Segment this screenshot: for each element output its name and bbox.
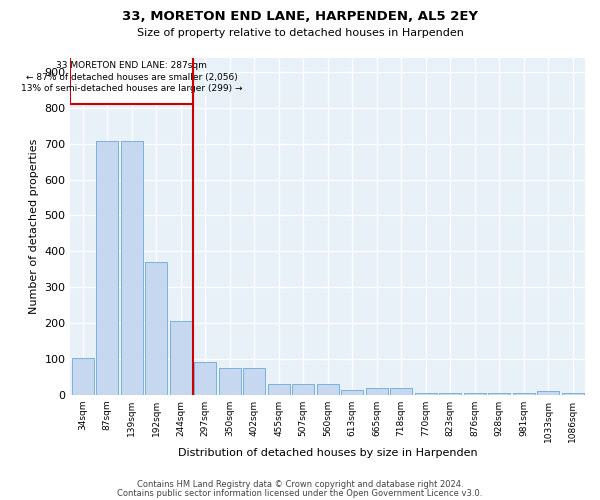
Bar <box>218 368 241 395</box>
Y-axis label: Number of detached properties: Number of detached properties <box>29 138 39 314</box>
Bar <box>96 141 118 395</box>
X-axis label: Distribution of detached houses by size in Harpenden: Distribution of detached houses by size … <box>178 448 478 458</box>
Bar <box>194 362 216 395</box>
Bar <box>121 141 143 395</box>
Bar <box>170 320 191 395</box>
Bar <box>562 393 584 395</box>
Text: 13% of semi-detached houses are larger (299) →: 13% of semi-detached houses are larger (… <box>21 84 242 92</box>
Bar <box>317 384 339 395</box>
Text: Contains public sector information licensed under the Open Government Licence v3: Contains public sector information licen… <box>118 488 482 498</box>
Bar <box>390 388 412 395</box>
Bar <box>70 58 193 104</box>
Bar <box>415 393 437 395</box>
Bar <box>488 393 510 395</box>
Bar <box>292 384 314 395</box>
Bar <box>268 384 290 395</box>
Bar <box>464 393 486 395</box>
Bar <box>71 358 94 395</box>
Bar <box>145 262 167 395</box>
Bar <box>513 393 535 395</box>
Bar <box>341 390 363 395</box>
Text: Contains HM Land Registry data © Crown copyright and database right 2024.: Contains HM Land Registry data © Crown c… <box>137 480 463 489</box>
Text: ← 87% of detached houses are smaller (2,056): ← 87% of detached houses are smaller (2,… <box>26 72 238 82</box>
Bar <box>439 393 461 395</box>
Text: Size of property relative to detached houses in Harpenden: Size of property relative to detached ho… <box>137 28 463 38</box>
Text: 33 MORETON END LANE: 287sqm: 33 MORETON END LANE: 287sqm <box>56 61 207 70</box>
Bar <box>365 388 388 395</box>
Bar <box>537 392 559 395</box>
Bar <box>243 368 265 395</box>
Text: 33, MORETON END LANE, HARPENDEN, AL5 2EY: 33, MORETON END LANE, HARPENDEN, AL5 2EY <box>122 10 478 23</box>
